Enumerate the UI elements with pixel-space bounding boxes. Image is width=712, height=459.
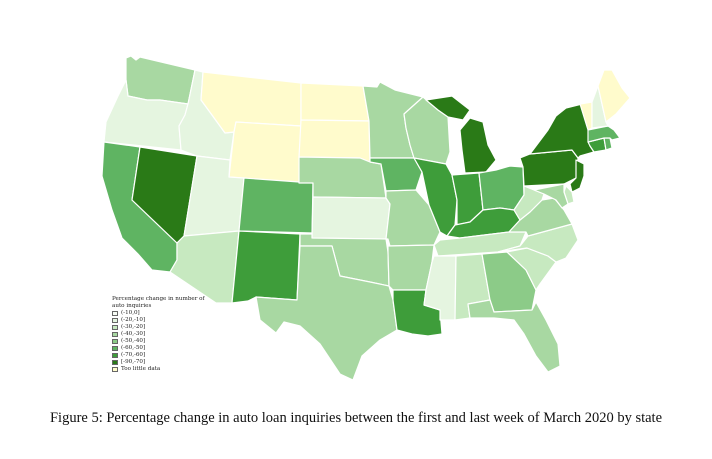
- state-MI: [425, 95, 497, 174]
- figure-caption: Figure 5: Percentage change in auto loan…: [49, 410, 663, 426]
- legend-label: (-50,-40]: [121, 338, 146, 345]
- legend-swatch: [112, 332, 118, 337]
- state-SD: [298, 119, 371, 163]
- state-CO: [238, 177, 314, 234]
- legend-label: [-90,-70]: [121, 359, 146, 366]
- legend-label: Too little data: [121, 366, 161, 373]
- map-legend: Percentage change in number of auto inqu…: [112, 296, 222, 373]
- legend-item: (-20,-10]: [112, 317, 222, 324]
- state-RI: [603, 137, 613, 151]
- state-WA: [125, 55, 196, 105]
- legend-swatch: [112, 339, 118, 344]
- state-MA: [587, 125, 621, 143]
- legend-label: (-70,-60]: [121, 352, 146, 359]
- state-TX: [255, 245, 398, 381]
- legend-rows: (-10,0] (-20,-10] (-30,-20] (-40,-30] (-50,-…: [112, 310, 222, 373]
- state-NH: [591, 85, 609, 129]
- legend-label: (-20,-10]: [121, 317, 146, 324]
- state-FL: [467, 299, 561, 373]
- legend-item: (-10,0]: [112, 310, 222, 317]
- legend-swatch: [112, 311, 118, 316]
- state-ND: [300, 82, 370, 122]
- state-NJ: [569, 159, 585, 193]
- legend-label: (-10,0]: [121, 310, 140, 317]
- legend-label: (-40,-30]: [121, 331, 146, 338]
- legend-swatch: [112, 353, 118, 358]
- state-OH: [478, 165, 525, 211]
- us-states-map: [101, 55, 631, 381]
- state-WY: [228, 121, 302, 184]
- state-ME: [597, 69, 631, 123]
- legend-swatch: [112, 360, 118, 365]
- legend-swatch: [112, 367, 118, 372]
- legend-item: (-70,-60]: [112, 352, 222, 359]
- state-PA: [519, 149, 579, 187]
- legend-label: (-30,-20]: [121, 324, 146, 331]
- state-AZ: [169, 230, 240, 304]
- states-layer: [101, 55, 631, 381]
- legend-item: (-40,-30]: [112, 331, 222, 338]
- legend-swatch: [112, 318, 118, 323]
- state-KS: [311, 196, 391, 240]
- legend-swatch: [112, 325, 118, 330]
- legend-item: [-90,-70]: [112, 359, 222, 366]
- legend-item: (-50,-40]: [112, 338, 222, 345]
- legend-swatch: [112, 346, 118, 351]
- legend-title: Percentage change in number of auto inqu…: [112, 296, 205, 309]
- state-NM: [231, 230, 301, 304]
- state-NC: [497, 223, 579, 263]
- legend-item: (-60,-50]: [112, 345, 222, 352]
- state-MD: [533, 183, 569, 209]
- legend-item: Too little data: [112, 366, 222, 373]
- legend-label: (-60,-50]: [121, 345, 146, 352]
- legend-item: (-30,-20]: [112, 324, 222, 331]
